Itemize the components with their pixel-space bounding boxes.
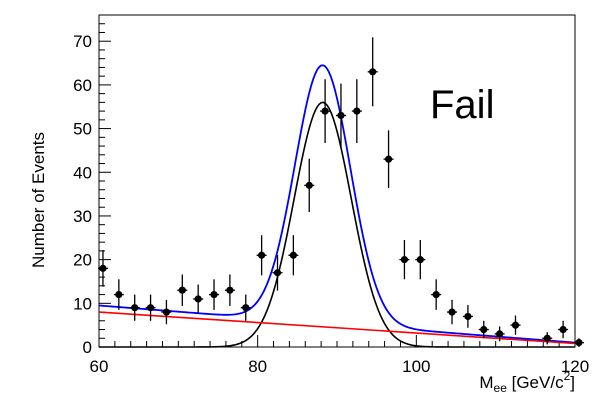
- point-marker: [416, 256, 424, 264]
- point-marker: [543, 334, 551, 342]
- point-marker: [400, 256, 409, 264]
- data-point: [224, 274, 235, 306]
- x-tick-labels: 60 80 100 120: [90, 357, 590, 376]
- data-point: [573, 338, 584, 347]
- point-marker: [369, 68, 377, 76]
- point-marker: [146, 304, 155, 312]
- data-point: [193, 284, 204, 314]
- data-point: [209, 279, 220, 310]
- point-marker: [289, 251, 297, 259]
- y-tick-label: 40: [73, 163, 92, 182]
- point-marker: [242, 304, 250, 312]
- data-point: [510, 315, 521, 335]
- point-marker: [559, 325, 567, 334]
- x-tick-label: 80: [248, 357, 267, 376]
- total-fit-curve: [98, 64, 576, 344]
- data-point: [320, 79, 331, 143]
- point-marker: [273, 269, 282, 277]
- y-tick-labels: 0 10 20 30 40 50 60 70: [73, 32, 92, 357]
- data-point: [415, 239, 426, 280]
- data-point: [145, 294, 156, 321]
- point-marker: [99, 264, 107, 272]
- signal-fit-curve: [99, 101, 575, 348]
- point-marker: [194, 295, 202, 303]
- data-point: [351, 79, 362, 143]
- data-point: [494, 326, 505, 342]
- data-point: [558, 320, 569, 339]
- point-marker: [226, 286, 234, 294]
- point-marker: [511, 321, 520, 329]
- background-fit-line: [98, 311, 576, 345]
- data-point: [97, 250, 108, 287]
- point-marker: [162, 308, 171, 316]
- data-point: [431, 279, 442, 310]
- point-marker: [305, 181, 313, 189]
- x-tick-label: 60: [90, 357, 109, 376]
- point-marker: [337, 111, 345, 120]
- data-point: [304, 158, 315, 213]
- x-tick-label: 100: [402, 357, 430, 376]
- point-marker: [496, 330, 504, 338]
- x-axis-label-unit-close: ]: [570, 373, 575, 392]
- data-point: [161, 299, 172, 325]
- x-tick-label: 120: [561, 357, 589, 376]
- axis-ticks: [98, 23, 576, 348]
- y-tick-label: 50: [73, 120, 92, 139]
- point-marker: [480, 325, 488, 334]
- y-axis-label: Number of Events: [29, 132, 48, 268]
- point-marker: [464, 312, 472, 321]
- data-point: [478, 320, 489, 339]
- data-point: [542, 332, 553, 345]
- data-point: [383, 130, 394, 188]
- data-point: [272, 254, 283, 291]
- fit-curves: [98, 64, 576, 348]
- point-marker: [210, 290, 218, 299]
- y-tick-label: 20: [73, 251, 92, 270]
- data-point: [335, 83, 346, 148]
- data-point: [399, 239, 410, 280]
- data-points: [97, 37, 584, 347]
- data-point: [447, 299, 458, 325]
- point-marker: [258, 251, 266, 259]
- y-tick-label: 60: [73, 76, 92, 95]
- point-marker: [353, 107, 361, 115]
- x-axis-label-main: M: [479, 373, 493, 392]
- data-point: [367, 37, 378, 107]
- x-axis-label-sub: ee: [494, 381, 508, 395]
- x-axis-label: Mee [GeV/c2]: [479, 369, 575, 395]
- annotation-text: Fail: [430, 83, 494, 127]
- point-marker: [432, 290, 440, 299]
- data-point: [240, 294, 251, 321]
- data-point: [288, 235, 299, 276]
- y-tick-label: 70: [73, 32, 92, 51]
- data-point: [129, 294, 140, 321]
- data-point: [256, 235, 267, 276]
- point-marker: [575, 339, 583, 347]
- x-axis-label-unit: [GeV/c: [507, 373, 564, 392]
- point-marker: [131, 304, 139, 312]
- y-tick-label: 10: [73, 294, 92, 313]
- y-tick-label: 30: [73, 207, 92, 226]
- point-marker: [115, 290, 123, 299]
- point-marker: [448, 308, 456, 316]
- data-point: [113, 279, 124, 310]
- point-marker: [321, 107, 329, 115]
- x-axis-label-unit-sup: 2: [564, 369, 571, 383]
- data-point: [177, 274, 188, 306]
- plot-frame: [98, 14, 576, 348]
- data-point: [462, 305, 473, 328]
- y-tick-label: 0: [83, 338, 92, 357]
- point-marker: [178, 286, 186, 294]
- point-marker: [384, 155, 393, 163]
